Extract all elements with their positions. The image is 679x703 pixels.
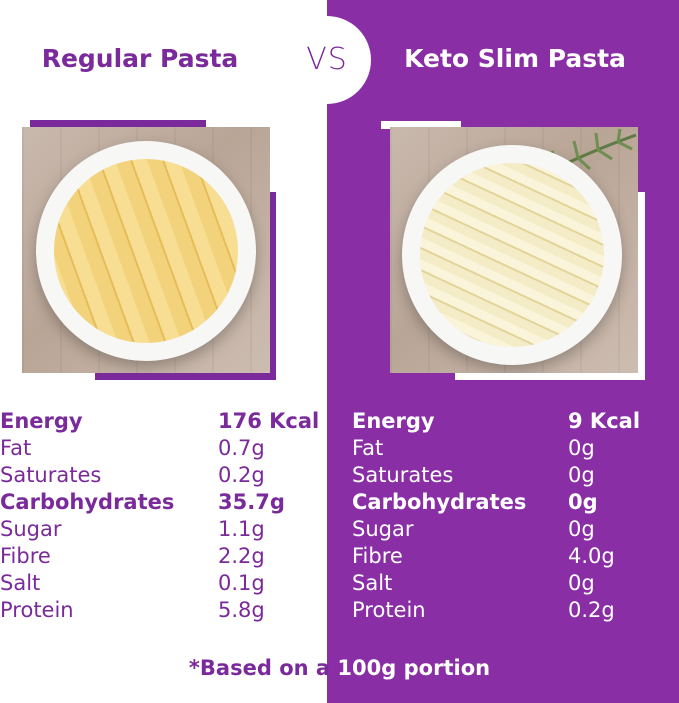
portion-footnote: *Based on a 100g portion [0, 656, 679, 680]
keto-image-frame [381, 121, 461, 129]
keto-pasta-title: Keto Slim Pasta [404, 44, 626, 73]
regular-pasta-image [22, 127, 270, 373]
regular-image-frame-side [268, 192, 276, 380]
regular-image-frame-bottom [95, 372, 276, 380]
keto-pasta-image [390, 127, 638, 373]
keto-image-frame-side [637, 192, 645, 380]
portion-footnote-text: *Based on a 100g portion [188, 656, 491, 680]
vs-label: VS [306, 42, 348, 77]
regular-image-frame [30, 120, 206, 128]
keto-image-frame-bottom [455, 372, 645, 380]
regular-pasta-title: Regular Pasta [41, 44, 239, 73]
vs-badge [283, 16, 371, 104]
